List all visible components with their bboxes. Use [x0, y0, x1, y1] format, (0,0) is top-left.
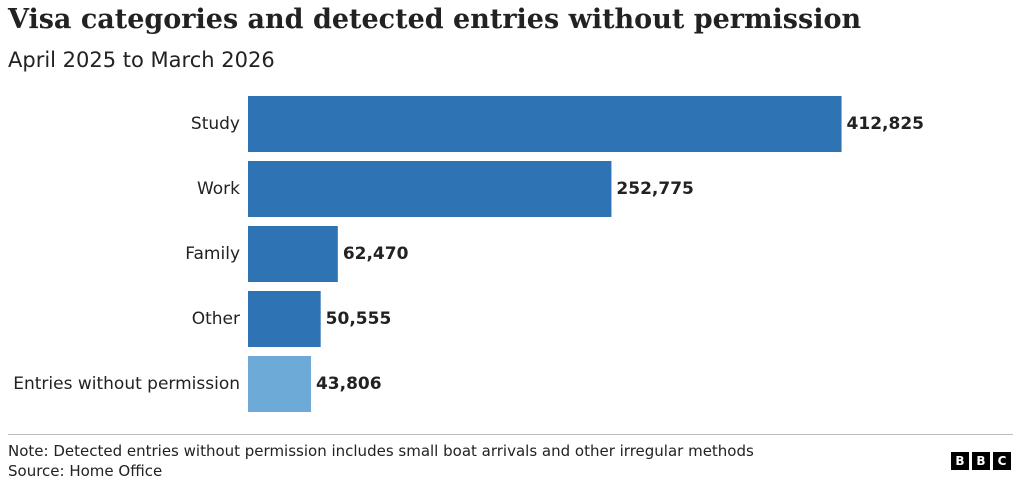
- bar-entries-without-permission: [248, 356, 311, 412]
- bar-study: [248, 96, 842, 152]
- category-label-work: Work: [197, 179, 240, 199]
- value-label-entries-without-permission: 43,806: [316, 374, 382, 394]
- category-label-family: Family: [185, 244, 240, 264]
- logo-letter-b2: B: [972, 452, 990, 470]
- logo-letter-c: C: [993, 452, 1011, 470]
- chart-source: Source: Home Office: [8, 462, 163, 480]
- value-label-study: 412,825: [847, 114, 924, 134]
- value-label-family: 62,470: [343, 244, 409, 264]
- footer-divider: [8, 434, 1013, 435]
- bar-other: [248, 291, 321, 347]
- value-label-work: 252,775: [616, 179, 693, 199]
- category-label-study: Study: [191, 114, 240, 134]
- category-label-entries-without-permission: Entries without permission: [13, 374, 240, 394]
- bar-chart: Study 412,825 Work 252,775 Family 62,470 Other…: [13, 96, 924, 412]
- category-label-other: Other: [192, 309, 240, 329]
- bbc-logo: B B C: [951, 452, 1011, 470]
- chart-note: Note: Detected entries without permissio…: [8, 442, 754, 460]
- bar-family: [248, 226, 338, 282]
- logo-letter-b1: B: [951, 452, 969, 470]
- value-label-other: 50,555: [326, 309, 392, 329]
- chart-subtitle: April 2025 to March 2026: [8, 48, 275, 72]
- chart-title: Visa categories and detected entries wit…: [8, 4, 862, 35]
- bar-work: [248, 161, 612, 217]
